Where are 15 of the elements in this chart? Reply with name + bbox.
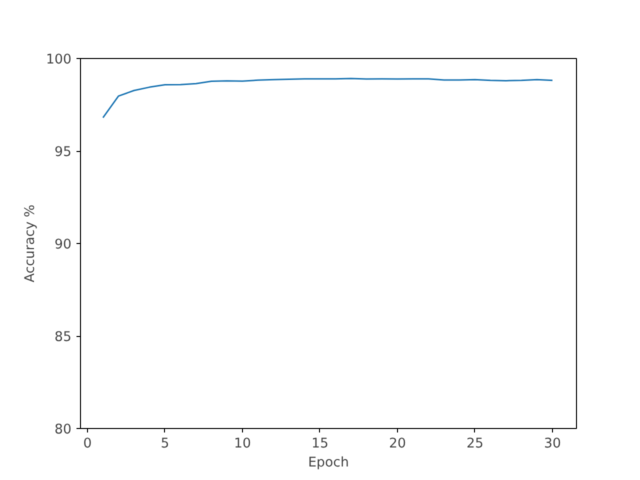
y-tick-label: 100: [46, 52, 72, 68]
y-tick-label: 90: [54, 238, 72, 252]
x-tick-label: 25: [466, 436, 484, 452]
x-tick-label: 15: [311, 436, 328, 452]
y-axis-title: Accuracy %: [23, 204, 38, 282]
x-tick-label: 0: [83, 436, 92, 452]
y-tick-label: 95: [54, 145, 72, 160]
x-tick-label: 30: [544, 436, 561, 452]
y-tick-label: 85: [54, 330, 72, 345]
x-tick-label: 20: [388, 436, 406, 452]
y-tick-label: 80: [54, 422, 72, 438]
x-tick-label: 10: [234, 436, 251, 452]
x-axis-title: Epoch: [308, 456, 349, 470]
line-series: [102, 78, 554, 118]
x-tick-label: 5: [160, 436, 170, 452]
